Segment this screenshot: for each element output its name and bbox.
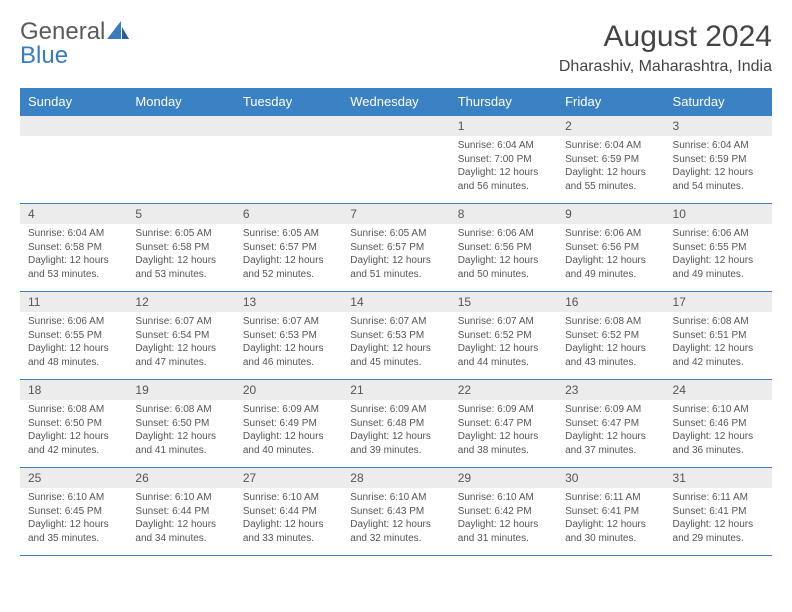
info-cell: Sunrise: 6:07 AMSunset: 6:53 PMDaylight:… [235,312,342,380]
date-cell: 26 [127,468,234,489]
info-cell: Sunrise: 6:05 AMSunset: 6:58 PMDaylight:… [127,224,234,292]
date-cell: 12 [127,292,234,313]
date-cell [235,116,342,137]
info-cell: Sunrise: 6:08 AMSunset: 6:51 PMDaylight:… [665,312,772,380]
date-cell: 29 [450,468,557,489]
calendar-table: SundayMondayTuesdayWednesdayThursdayFrid… [20,88,772,556]
info-cell: Sunrise: 6:04 AMSunset: 6:58 PMDaylight:… [20,224,127,292]
logo-word1: General [20,18,105,45]
info-cell: Sunrise: 6:11 AMSunset: 6:41 PMDaylight:… [665,488,772,556]
info-cell [20,136,127,204]
info-cell: Sunrise: 6:10 AMSunset: 6:44 PMDaylight:… [235,488,342,556]
date-cell: 16 [557,292,664,313]
date-cell: 2 [557,116,664,137]
date-cell: 4 [20,204,127,225]
weekday-header: Wednesday [342,88,449,116]
date-cell: 17 [665,292,772,313]
date-cell: 25 [20,468,127,489]
info-cell: Sunrise: 6:09 AMSunset: 6:47 PMDaylight:… [557,400,664,468]
date-cell: 7 [342,204,449,225]
info-cell: Sunrise: 6:10 AMSunset: 6:43 PMDaylight:… [342,488,449,556]
info-cell: Sunrise: 6:09 AMSunset: 6:47 PMDaylight:… [450,400,557,468]
info-cell: Sunrise: 6:10 AMSunset: 6:44 PMDaylight:… [127,488,234,556]
info-cell: Sunrise: 6:07 AMSunset: 6:54 PMDaylight:… [127,312,234,380]
weekday-header: Monday [127,88,234,116]
info-cell: Sunrise: 6:10 AMSunset: 6:42 PMDaylight:… [450,488,557,556]
weekday-header: Saturday [665,88,772,116]
date-cell [342,116,449,137]
date-cell: 8 [450,204,557,225]
info-cell [127,136,234,204]
info-cell: Sunrise: 6:10 AMSunset: 6:46 PMDaylight:… [665,400,772,468]
info-cell: Sunrise: 6:09 AMSunset: 6:48 PMDaylight:… [342,400,449,468]
date-cell: 30 [557,468,664,489]
info-cell: Sunrise: 6:07 AMSunset: 6:52 PMDaylight:… [450,312,557,380]
weekday-header: Thursday [450,88,557,116]
date-cell: 20 [235,380,342,401]
info-cell: Sunrise: 6:04 AMSunset: 6:59 PMDaylight:… [665,136,772,204]
date-cell: 14 [342,292,449,313]
date-cell: 1 [450,116,557,137]
info-cell: Sunrise: 6:08 AMSunset: 6:50 PMDaylight:… [20,400,127,468]
info-cell: Sunrise: 6:06 AMSunset: 6:55 PMDaylight:… [20,312,127,380]
info-cell: Sunrise: 6:08 AMSunset: 6:52 PMDaylight:… [557,312,664,380]
logo-word2: Blue [20,42,68,69]
date-cell: 18 [20,380,127,401]
info-cell [342,136,449,204]
info-cell: Sunrise: 6:06 AMSunset: 6:56 PMDaylight:… [450,224,557,292]
date-cell: 19 [127,380,234,401]
logo-sail-icon [107,20,129,38]
date-cell: 6 [235,204,342,225]
date-cell [127,116,234,137]
info-cell [235,136,342,204]
date-cell [20,116,127,137]
date-cell: 24 [665,380,772,401]
date-cell: 15 [450,292,557,313]
page-header: GeneralBlue August 2024 Dharashiv, Mahar… [20,20,772,76]
info-cell: Sunrise: 6:08 AMSunset: 6:50 PMDaylight:… [127,400,234,468]
date-cell: 10 [665,204,772,225]
date-cell: 5 [127,204,234,225]
date-cell: 28 [342,468,449,489]
title-block: August 2024 Dharashiv, Maharashtra, Indi… [559,20,772,76]
weekday-header: Sunday [20,88,127,116]
date-cell: 11 [20,292,127,313]
date-cell: 13 [235,292,342,313]
weekday-header: Friday [557,88,664,116]
info-cell: Sunrise: 6:07 AMSunset: 6:53 PMDaylight:… [342,312,449,380]
date-cell: 3 [665,116,772,137]
info-cell: Sunrise: 6:04 AMSunset: 7:00 PMDaylight:… [450,136,557,204]
info-cell: Sunrise: 6:09 AMSunset: 6:49 PMDaylight:… [235,400,342,468]
info-cell: Sunrise: 6:04 AMSunset: 6:59 PMDaylight:… [557,136,664,204]
info-cell: Sunrise: 6:11 AMSunset: 6:41 PMDaylight:… [557,488,664,556]
date-cell: 22 [450,380,557,401]
date-cell: 21 [342,380,449,401]
location-text: Dharashiv, Maharashtra, India [559,58,772,76]
info-cell: Sunrise: 6:05 AMSunset: 6:57 PMDaylight:… [235,224,342,292]
month-title: August 2024 [559,20,772,54]
info-cell: Sunrise: 6:10 AMSunset: 6:45 PMDaylight:… [20,488,127,556]
info-cell: Sunrise: 6:06 AMSunset: 6:55 PMDaylight:… [665,224,772,292]
info-cell: Sunrise: 6:06 AMSunset: 6:56 PMDaylight:… [557,224,664,292]
logo: GeneralBlue [20,20,129,68]
date-cell: 23 [557,380,664,401]
date-cell: 9 [557,204,664,225]
info-cell: Sunrise: 6:05 AMSunset: 6:57 PMDaylight:… [342,224,449,292]
date-cell: 31 [665,468,772,489]
weekday-header: Tuesday [235,88,342,116]
date-cell: 27 [235,468,342,489]
